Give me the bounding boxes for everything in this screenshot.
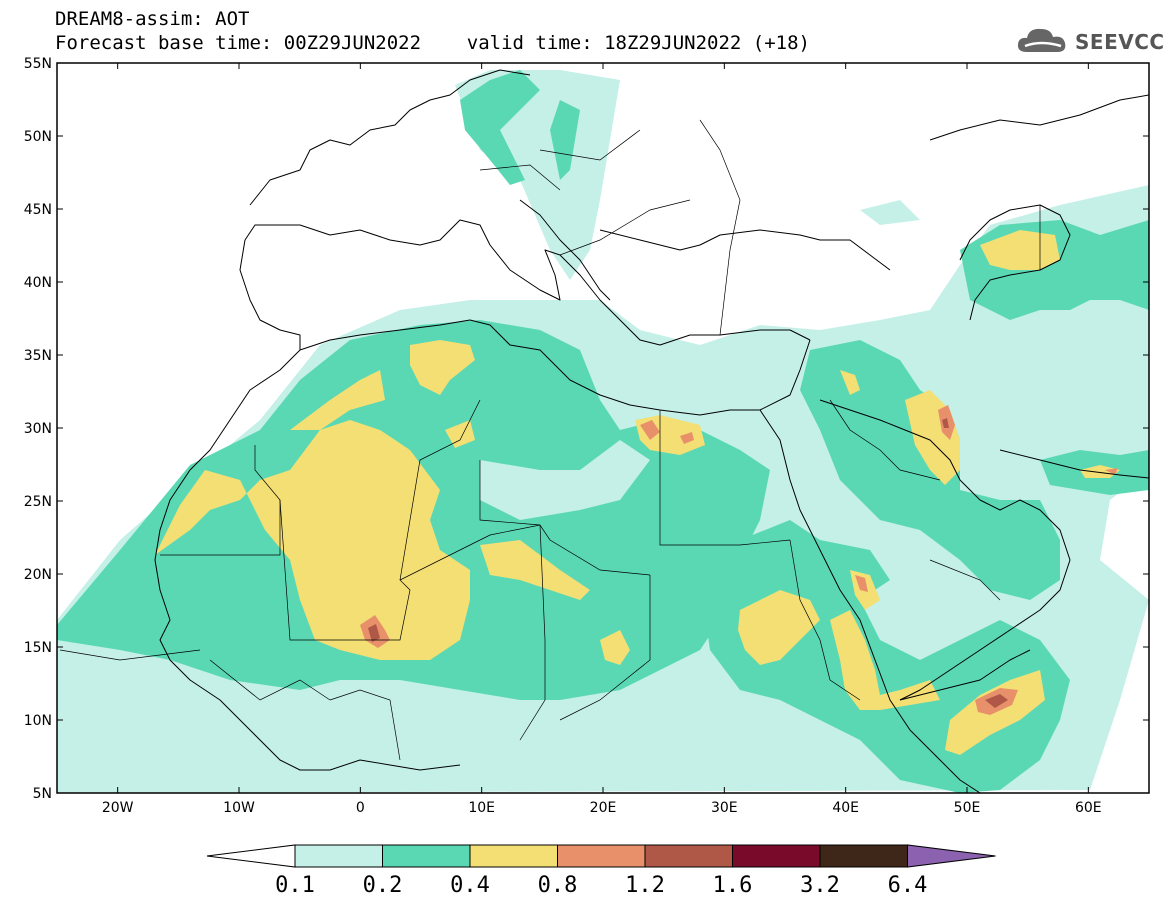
longitude-axis: 20W 10W 0 10E 20E 30E 40E 50E 60E bbox=[102, 63, 1102, 816]
seevccc-logo: SEEVCCC bbox=[1015, 22, 1165, 58]
lon-label: 20E bbox=[590, 800, 617, 816]
colorbar-label: 0.1 bbox=[275, 873, 315, 898]
lon-label: 30E bbox=[711, 800, 738, 816]
colorbar-label: 1.2 bbox=[625, 873, 665, 898]
lat-label: 5N bbox=[33, 786, 52, 802]
colorbar-segment bbox=[469, 844, 558, 868]
coastlines bbox=[154, 69, 1149, 793]
lat-label: 25N bbox=[24, 494, 52, 510]
colorbar-over bbox=[907, 844, 996, 868]
logo-text: SEEVCCC bbox=[1075, 30, 1165, 54]
lat-label: 20N bbox=[24, 567, 52, 583]
colorbar-segment bbox=[557, 844, 646, 868]
colorbar-segment bbox=[644, 844, 733, 868]
colorbar-label: 6.4 bbox=[888, 873, 928, 898]
lat-label: 55N bbox=[24, 56, 52, 72]
lon-label: 0 bbox=[356, 800, 365, 816]
lat-label: 15N bbox=[24, 640, 52, 656]
colorbar-segment bbox=[732, 844, 821, 868]
lat-label: 10N bbox=[24, 713, 52, 729]
colorbar-label: 1.6 bbox=[713, 873, 753, 898]
colorbar-segment bbox=[819, 844, 908, 868]
lon-label: 10W bbox=[223, 800, 255, 816]
aot-band-1.2-1.6 bbox=[368, 418, 1008, 708]
colorbar-label: 0.2 bbox=[363, 873, 403, 898]
country-borders bbox=[59, 119, 1041, 761]
lat-label: 45N bbox=[24, 202, 52, 218]
lat-label: 40N bbox=[24, 275, 52, 291]
colorbar-label: 0.8 bbox=[538, 873, 578, 898]
lon-label: 20W bbox=[102, 800, 134, 816]
colorbar-label: 0.4 bbox=[450, 873, 490, 898]
latitude-axis: 55N 50N 45N 40N 35N 30N 25N 20N 15N 10N 5N bbox=[24, 56, 1149, 802]
colorbar-label: 3.2 bbox=[800, 873, 840, 898]
lat-label: 35N bbox=[24, 348, 52, 364]
lon-label: 60E bbox=[1075, 800, 1102, 816]
lon-label: 50E bbox=[954, 800, 981, 816]
lon-label: 10E bbox=[468, 800, 495, 816]
lon-label: 40E bbox=[832, 800, 859, 816]
lat-label: 50N bbox=[24, 129, 52, 145]
cloud-icon bbox=[1017, 28, 1066, 52]
colorbar-under bbox=[206, 844, 296, 868]
colorbar: 0.1 0.2 0.4 0.8 1.2 1.6 3.2 6.4 bbox=[206, 844, 996, 898]
map-title: DREAM8-assim: AOT bbox=[55, 8, 250, 30]
forecast-time-line: Forecast base time: 00Z29JUN2022 valid t… bbox=[55, 32, 810, 54]
aot-field bbox=[57, 69, 1149, 793]
colorbar-segment bbox=[294, 844, 383, 868]
lat-label: 30N bbox=[24, 421, 52, 437]
colorbar-segment bbox=[382, 844, 471, 868]
